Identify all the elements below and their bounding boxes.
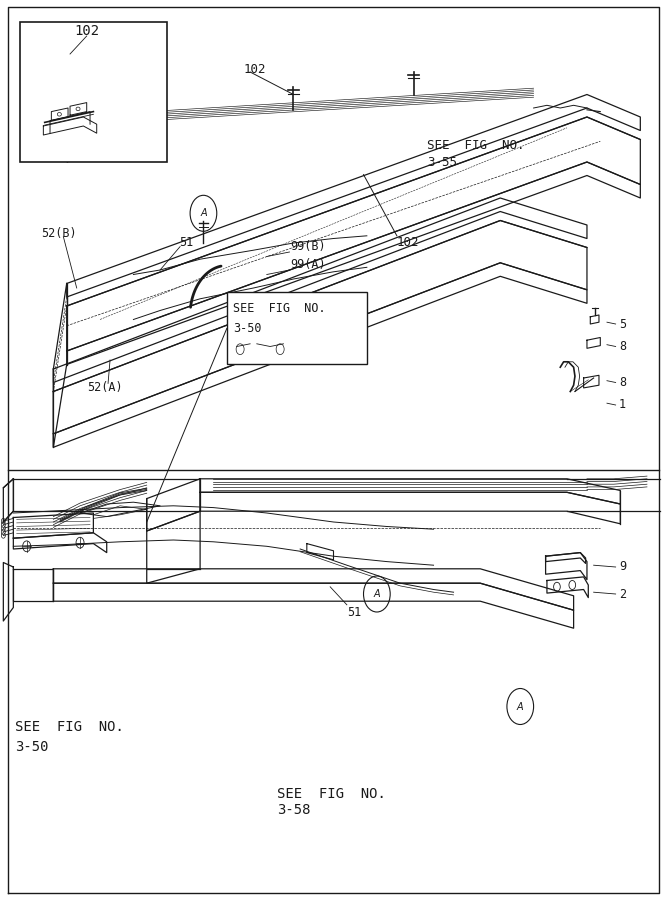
Text: 3-50: 3-50 bbox=[233, 322, 262, 335]
Text: A: A bbox=[517, 701, 524, 712]
Text: 99(A): 99(A) bbox=[290, 258, 325, 271]
Bar bbox=[20, 22, 167, 162]
Text: 8: 8 bbox=[619, 376, 626, 389]
Text: 5: 5 bbox=[619, 318, 626, 330]
Text: 3-50: 3-50 bbox=[15, 740, 48, 754]
Text: 51: 51 bbox=[179, 237, 193, 249]
Text: 52(B): 52(B) bbox=[41, 228, 77, 240]
Text: 102: 102 bbox=[74, 23, 99, 38]
Text: A: A bbox=[200, 208, 207, 219]
Text: 8: 8 bbox=[619, 340, 626, 353]
Text: 1: 1 bbox=[619, 399, 626, 411]
Text: 51: 51 bbox=[347, 606, 361, 618]
Text: 99(B): 99(B) bbox=[290, 240, 325, 253]
Text: SEE  FIG  NO.: SEE FIG NO. bbox=[15, 720, 123, 734]
Text: 9: 9 bbox=[619, 561, 626, 573]
Text: A: A bbox=[374, 589, 380, 599]
Text: SEE  FIG  NO.: SEE FIG NO. bbox=[233, 302, 326, 315]
Text: 3-58: 3-58 bbox=[277, 803, 310, 817]
Text: SEE  FIG  NO.: SEE FIG NO. bbox=[427, 140, 524, 152]
Text: 2: 2 bbox=[619, 588, 626, 600]
Bar bbox=[227, 292, 367, 364]
Text: 102: 102 bbox=[397, 237, 420, 249]
Text: 52(A): 52(A) bbox=[87, 381, 122, 393]
Text: 102: 102 bbox=[243, 63, 266, 76]
Text: SEE  FIG  NO.: SEE FIG NO. bbox=[277, 787, 386, 801]
Text: 3-55: 3-55 bbox=[427, 156, 457, 168]
